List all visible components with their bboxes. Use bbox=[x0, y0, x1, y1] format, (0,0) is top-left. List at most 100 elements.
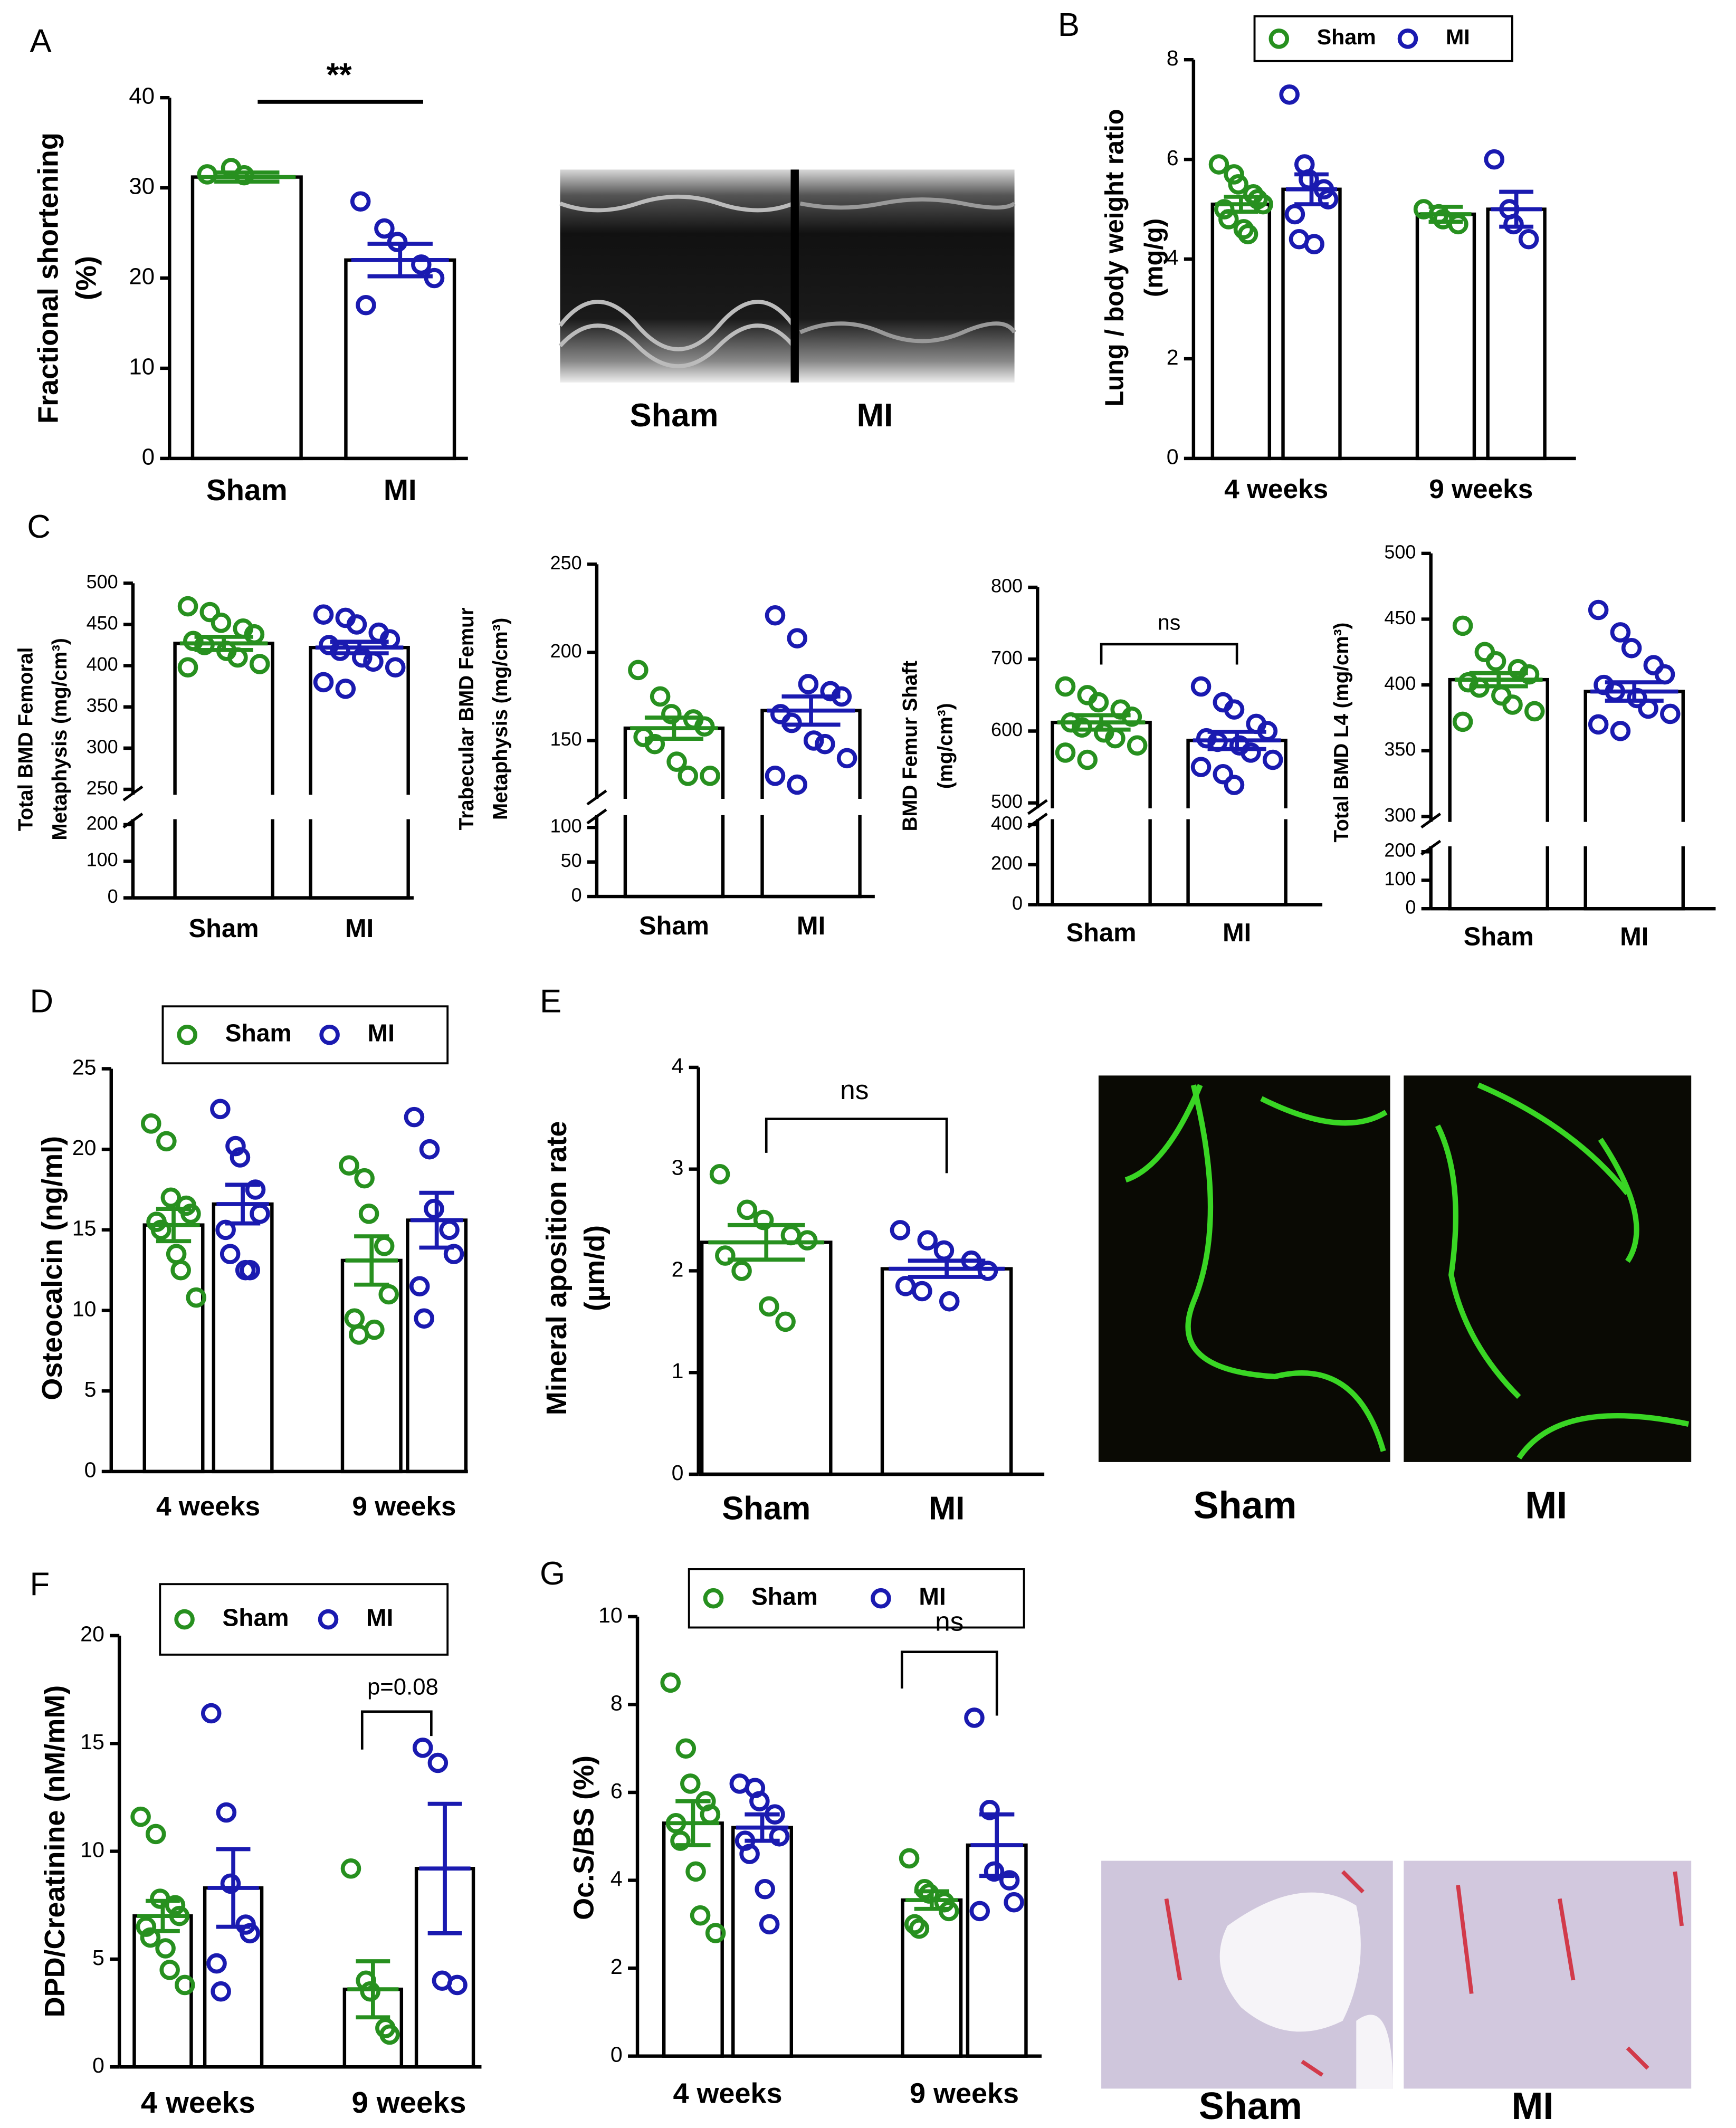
data-point bbox=[912, 1281, 932, 1302]
y-tick-label: 15 bbox=[72, 1216, 97, 1240]
x-tick-label: 9 weeks bbox=[352, 2086, 466, 2119]
x-tick-label: 9 weeks bbox=[910, 2077, 1019, 2109]
data-point bbox=[216, 1802, 237, 1823]
data-point bbox=[904, 1914, 925, 1935]
data-point bbox=[803, 730, 824, 751]
x-tick-label: MI bbox=[797, 912, 825, 940]
data-point bbox=[160, 1187, 182, 1208]
data-point bbox=[156, 1131, 177, 1152]
y-tick-label: 10 bbox=[72, 1296, 97, 1321]
bar bbox=[212, 1202, 274, 1474]
y-tick-label: 3 bbox=[672, 1156, 684, 1180]
significance-bracket bbox=[1100, 643, 1238, 665]
data-point bbox=[409, 1276, 430, 1297]
data-point bbox=[165, 1895, 186, 1916]
y-tick-label: 1 bbox=[672, 1359, 684, 1383]
fluorescence-label bbox=[1124, 1084, 1388, 1452]
data-point bbox=[628, 660, 648, 681]
data-point bbox=[1519, 664, 1540, 685]
legend-marker bbox=[318, 1609, 339, 1630]
data-point bbox=[938, 1901, 959, 1922]
y-tick-label: 300 bbox=[87, 736, 118, 757]
data-point bbox=[360, 1981, 380, 2002]
data-point bbox=[1055, 676, 1076, 697]
data-point bbox=[917, 1230, 938, 1251]
data-point bbox=[340, 1858, 361, 1879]
x-tick-label: Sham bbox=[189, 914, 259, 943]
data-point bbox=[1241, 742, 1261, 763]
data-point bbox=[984, 1861, 1005, 1882]
bar bbox=[190, 175, 303, 461]
y-tick-label: 20 bbox=[80, 1622, 104, 1646]
data-point bbox=[177, 657, 198, 678]
y-tick-label: 150 bbox=[550, 728, 582, 750]
data-point bbox=[330, 641, 350, 661]
echo-trace bbox=[799, 197, 1016, 343]
y-tick-label: 200 bbox=[550, 640, 582, 662]
bar bbox=[173, 642, 274, 900]
y-tick-label: 10 bbox=[129, 354, 155, 379]
data-point bbox=[443, 1244, 464, 1264]
data-point bbox=[180, 1204, 201, 1224]
y-tick-label: 20 bbox=[72, 1135, 97, 1160]
x-tick-label: MI bbox=[345, 914, 374, 943]
data-point bbox=[899, 1848, 920, 1869]
data-point bbox=[755, 1878, 775, 1900]
data-point bbox=[731, 1261, 752, 1281]
data-point bbox=[240, 1923, 260, 1944]
data-point bbox=[419, 1139, 440, 1160]
data-point bbox=[1253, 194, 1273, 215]
data-point bbox=[220, 1873, 241, 1894]
data-point bbox=[175, 1974, 195, 1996]
data-point bbox=[1088, 692, 1109, 713]
x-tick-label: Sham bbox=[1066, 919, 1137, 947]
data-point bbox=[240, 1259, 261, 1281]
data-point bbox=[1127, 735, 1148, 756]
y-tick-label: 6 bbox=[1167, 146, 1179, 170]
legend-box bbox=[1253, 15, 1513, 62]
error-bar bbox=[708, 1223, 825, 1262]
y-tick-label: 50 bbox=[561, 850, 582, 871]
bar bbox=[1281, 187, 1342, 461]
bar bbox=[1584, 690, 1685, 911]
data-point bbox=[1279, 84, 1300, 105]
significance-bracket bbox=[900, 1650, 998, 1716]
y-tick-label: 0 bbox=[672, 1461, 684, 1485]
data-point bbox=[424, 1198, 444, 1219]
data-point bbox=[1228, 174, 1248, 195]
data-point bbox=[141, 1113, 161, 1134]
data-point bbox=[225, 1135, 246, 1157]
data-point bbox=[759, 1914, 780, 1935]
data-point bbox=[1299, 169, 1319, 190]
y-axis-label: Metaphysis (mg/cm³) bbox=[489, 618, 512, 820]
data-point bbox=[211, 1981, 231, 2002]
y-tick-label: 0 bbox=[1167, 445, 1179, 469]
bar bbox=[340, 1258, 403, 1474]
data-point bbox=[709, 1164, 730, 1185]
data-point bbox=[1508, 659, 1529, 680]
y-tick-label: 0 bbox=[84, 1458, 97, 1482]
error-bar bbox=[1057, 713, 1146, 732]
data-point bbox=[1502, 694, 1523, 715]
data-point bbox=[427, 1752, 449, 1773]
error-bar bbox=[1193, 729, 1281, 751]
data-point bbox=[1605, 681, 1625, 702]
data-point bbox=[245, 1179, 266, 1200]
data-point bbox=[660, 1672, 681, 1693]
y-tick-label: 5 bbox=[84, 1377, 97, 1401]
data-point bbox=[1318, 189, 1339, 209]
y-tick-label: 250 bbox=[87, 777, 118, 799]
y-axis-label: Fractional shortening bbox=[32, 132, 64, 424]
data-point bbox=[1121, 706, 1142, 727]
data-point bbox=[999, 1870, 1020, 1891]
error-bar bbox=[198, 170, 296, 184]
data-point bbox=[1458, 672, 1479, 693]
data-point bbox=[1452, 711, 1473, 732]
data-point bbox=[797, 1230, 818, 1251]
data-point bbox=[739, 1844, 760, 1864]
data-point bbox=[211, 613, 232, 633]
data-point bbox=[787, 774, 808, 795]
bar bbox=[344, 258, 456, 461]
panel-letter: G bbox=[540, 1556, 565, 1592]
x-tick-label: 4 weeks bbox=[673, 2077, 782, 2109]
